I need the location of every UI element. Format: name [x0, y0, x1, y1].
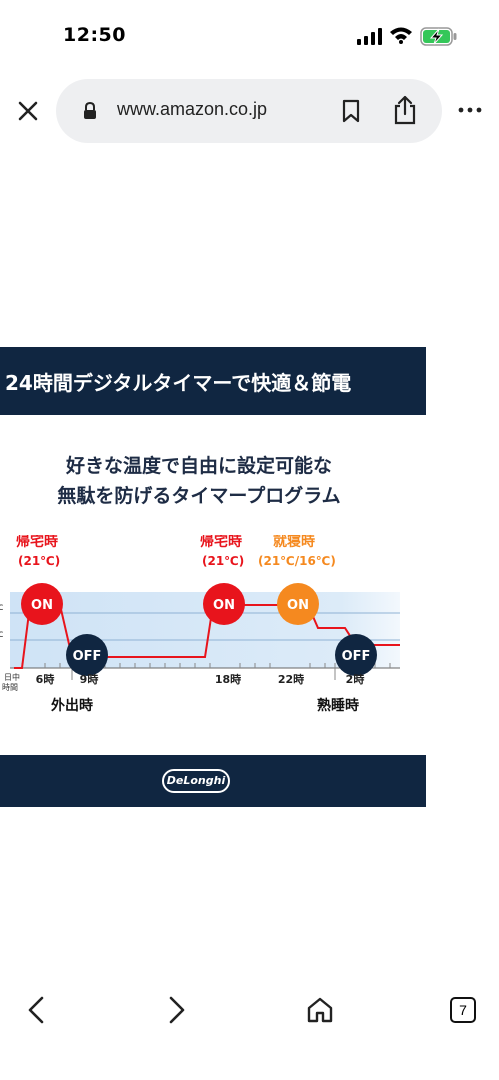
on-marker-label: ON: [287, 598, 309, 613]
image-subtitle-line1: 好きな温度で自由に設定可能な: [65, 455, 332, 477]
share-icon[interactable]: [392, 95, 418, 125]
axis-unit-stub: c: [0, 629, 4, 640]
tick-label: 18時: [215, 672, 241, 686]
status-bar: 12:50: [0, 0, 499, 70]
forward-arrow-icon[interactable]: [165, 995, 189, 1025]
lock-icon: [84, 102, 96, 119]
image-footer-band: DeLonghi: [0, 755, 426, 807]
annotation-kitaku-2-label: 帰宅時: [200, 535, 242, 550]
image-header-band: 24時間デジタルタイマーで快適＆節電: [0, 347, 426, 415]
delonghi-logo: DeLonghi: [162, 769, 230, 793]
browser-bottom-toolbar: 7: [0, 975, 499, 1080]
x-axis-label: 時間: [2, 683, 18, 692]
tick-label: 6時: [36, 672, 55, 686]
off-marker: [335, 634, 377, 676]
on-marker: [203, 583, 245, 625]
off-marker: [66, 634, 108, 676]
image-header-text: 24時間デジタルタイマーで快適＆節電: [5, 371, 352, 395]
off-marker-label: OFF: [73, 649, 102, 664]
home-icon[interactable]: [305, 995, 335, 1025]
on-marker-sleep: [277, 583, 319, 625]
annotation-shushin-temp: (21℃/16℃): [258, 554, 336, 568]
annotation-kitaku-2-temp: (21℃): [202, 554, 244, 568]
annotation-kitaku-1-temp: (21℃): [18, 554, 60, 568]
annotation-kitaku-1-label: 帰宅時: [16, 535, 58, 550]
axis-unit-stub: c: [0, 602, 4, 613]
annotation-shushin-label: 就寝時: [273, 535, 315, 550]
address-bar[interactable]: www.amazon.co.jp: [56, 79, 442, 143]
wifi-icon: [390, 27, 412, 44]
close-icon[interactable]: [12, 95, 44, 127]
off-marker-label: OFF: [342, 649, 371, 664]
on-marker: [21, 583, 63, 625]
period-label-jukusui: 熟睡時: [317, 697, 359, 714]
more-options-icon[interactable]: [456, 100, 484, 120]
cellular-signal-icon: [357, 28, 382, 45]
x-axis-label: 日中: [4, 672, 20, 682]
timer-chart: c c 帰宅時 (21℃) 帰宅時 (21℃) 就寝時 (21℃/16℃) ON: [0, 535, 400, 714]
url-text: www.amazon.co.jp: [117, 99, 268, 119]
product-image[interactable]: 24時間デジタルタイマーで快適＆節電 好きな温度で自由に設定可能な 無駄を防げる…: [0, 347, 426, 807]
status-time: 12:50: [63, 24, 126, 46]
image-subtitle-line2: 無駄を防げるタイマープログラム: [57, 485, 341, 507]
tick-label: 2時: [346, 672, 365, 686]
tick-label: 9時: [80, 672, 99, 686]
battery-charging-icon: [420, 27, 457, 46]
tick-label: 22時: [278, 672, 304, 686]
period-label-gaishutsu: 外出時: [51, 697, 93, 714]
tab-switcher-button[interactable]: 7: [450, 997, 476, 1023]
on-marker-label: ON: [31, 598, 53, 613]
on-marker-label: ON: [213, 598, 235, 613]
back-arrow-icon[interactable]: [24, 995, 48, 1025]
bookmark-icon[interactable]: [341, 99, 361, 123]
